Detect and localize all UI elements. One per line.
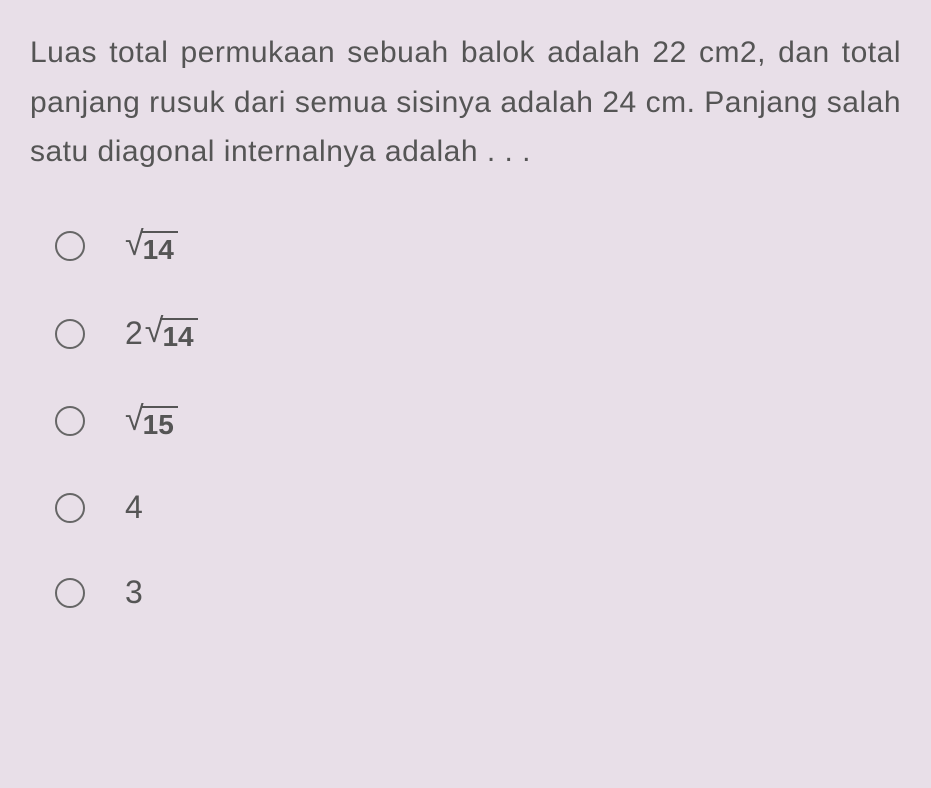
question-text: Luas total permukaan sebuah balok adalah… <box>30 28 901 177</box>
radio-icon <box>55 493 85 523</box>
option-row[interactable]: 3 <box>55 574 901 611</box>
option-content: √ 14 <box>125 227 178 267</box>
options-container: √ 14 2 √ 14 √ 15 4 <box>30 227 901 612</box>
sqrt-radicand: 15 <box>141 406 178 442</box>
radio-icon <box>55 231 85 261</box>
sqrt-expression: √ 14 <box>125 227 178 267</box>
option-row[interactable]: 4 <box>55 489 901 526</box>
option-row[interactable]: √ 15 <box>55 402 901 442</box>
radio-icon <box>55 319 85 349</box>
option-content: 3 <box>125 574 143 611</box>
sqrt-expression: √ 14 <box>145 314 198 354</box>
option-content: √ 15 <box>125 402 178 442</box>
option-value: 4 <box>125 489 143 526</box>
coefficient: 2 <box>125 315 143 352</box>
option-value: 3 <box>125 574 143 611</box>
option-row[interactable]: 2 √ 14 <box>55 314 901 354</box>
option-row[interactable]: √ 14 <box>55 227 901 267</box>
sqrt-radicand: 14 <box>160 318 197 354</box>
sqrt-radicand: 14 <box>141 231 178 267</box>
radio-icon <box>55 578 85 608</box>
radio-icon <box>55 406 85 436</box>
sqrt-expression: √ 15 <box>125 402 178 442</box>
option-content: 4 <box>125 489 143 526</box>
option-content: 2 √ 14 <box>125 314 198 354</box>
